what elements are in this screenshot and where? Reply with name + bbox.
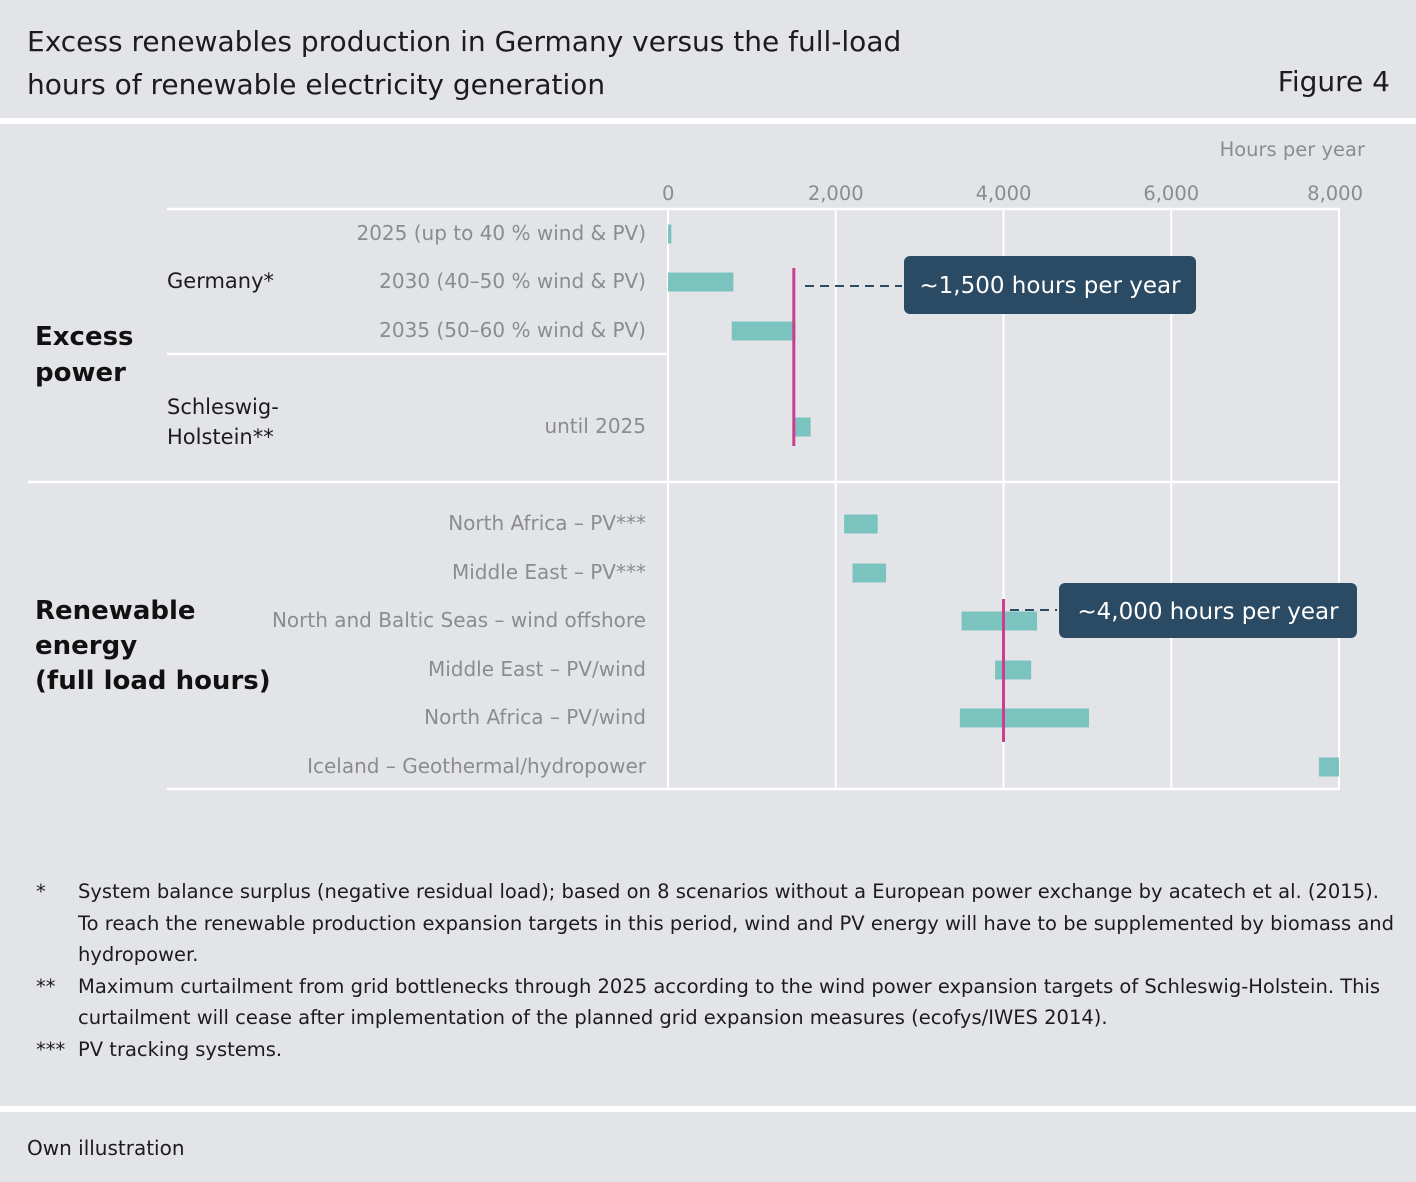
header: Excess renewables production in Germany … bbox=[0, 0, 1416, 118]
row-label: 2025 (up to 40 % wind & PV) bbox=[356, 221, 646, 245]
row-label: North Africa – PV/wind bbox=[424, 705, 646, 729]
footnote-text: PV tracking systems. bbox=[78, 1037, 283, 1061]
row-label: Middle East – PV/wind bbox=[428, 657, 646, 681]
group-label: Excess bbox=[35, 322, 134, 352]
footnote-text: System balance surplus (negative residua… bbox=[78, 880, 1395, 966]
chart: Hours per year 0 2,000 4,000 6,000 8,000 Exces… bbox=[28, 138, 1366, 791]
callout-label: ~4,000 hours per year bbox=[1077, 599, 1339, 625]
row-label: North and Baltic Seas – wind offshore bbox=[272, 608, 646, 632]
footnote-mark: *** bbox=[36, 1037, 66, 1061]
footnote: ** Maximum curtailment from grid bottlen… bbox=[36, 971, 1396, 1034]
range-bar bbox=[793, 417, 811, 437]
range-bar bbox=[668, 272, 734, 292]
x-tick-label: 6,000 bbox=[1143, 182, 1199, 205]
range-bar bbox=[844, 514, 878, 534]
group-label: power bbox=[35, 358, 126, 388]
callout-box bbox=[904, 256, 1196, 314]
footnote: *** PV tracking systems. bbox=[36, 1034, 1396, 1066]
footnote-mark: * bbox=[36, 880, 46, 903]
row-label: 2030 (40–50 % wind & PV) bbox=[379, 269, 646, 293]
range-bar bbox=[961, 611, 1038, 631]
figure-label: Figure 4 bbox=[1277, 65, 1390, 98]
range-bar bbox=[995, 660, 1032, 680]
x-tick-label: 2,000 bbox=[808, 182, 864, 205]
subgroup-label: Germany* bbox=[167, 269, 274, 293]
x-axis-title: Hours per year bbox=[1220, 138, 1366, 161]
row-label: North Africa – PV*** bbox=[448, 511, 646, 535]
x-tick-label: 4,000 bbox=[976, 182, 1032, 205]
footnotes: * System balance surplus (negative resid… bbox=[36, 876, 1396, 1065]
callout-label: ~1,500 hours per year bbox=[919, 273, 1181, 299]
range-bar bbox=[1318, 757, 1339, 777]
x-tick-label: 8,000 bbox=[1307, 182, 1363, 205]
group-label: energy bbox=[35, 631, 137, 661]
chart-title: Excess renewables production in Germany … bbox=[27, 25, 902, 101]
range-bar bbox=[852, 563, 887, 583]
row-label: until 2025 bbox=[544, 414, 646, 438]
range-bar bbox=[959, 708, 1090, 728]
range-bar bbox=[731, 321, 796, 341]
group-label: Renewable bbox=[35, 596, 196, 626]
x-tick-label: 0 bbox=[662, 182, 674, 205]
footnote-text: Maximum curtailment from grid bottleneck… bbox=[78, 974, 1381, 1030]
footnote-mark: ** bbox=[36, 974, 56, 998]
row-label: 2035 (50–60 % wind & PV) bbox=[379, 318, 646, 342]
footer bbox=[0, 1112, 1416, 1182]
group-label: (full load hours) bbox=[35, 666, 271, 696]
source-note: Own illustration bbox=[27, 1136, 185, 1160]
row-label: Middle East – PV*** bbox=[452, 560, 646, 584]
range-bar bbox=[668, 224, 672, 244]
subgroup-label: Holstein** bbox=[167, 425, 274, 449]
row-label: Iceland – Geothermal/hydropower bbox=[307, 754, 647, 778]
subgroup-label: Schleswig- bbox=[167, 395, 279, 419]
callout-box bbox=[1059, 583, 1357, 638]
footnote: * System balance surplus (negative resid… bbox=[36, 876, 1396, 971]
